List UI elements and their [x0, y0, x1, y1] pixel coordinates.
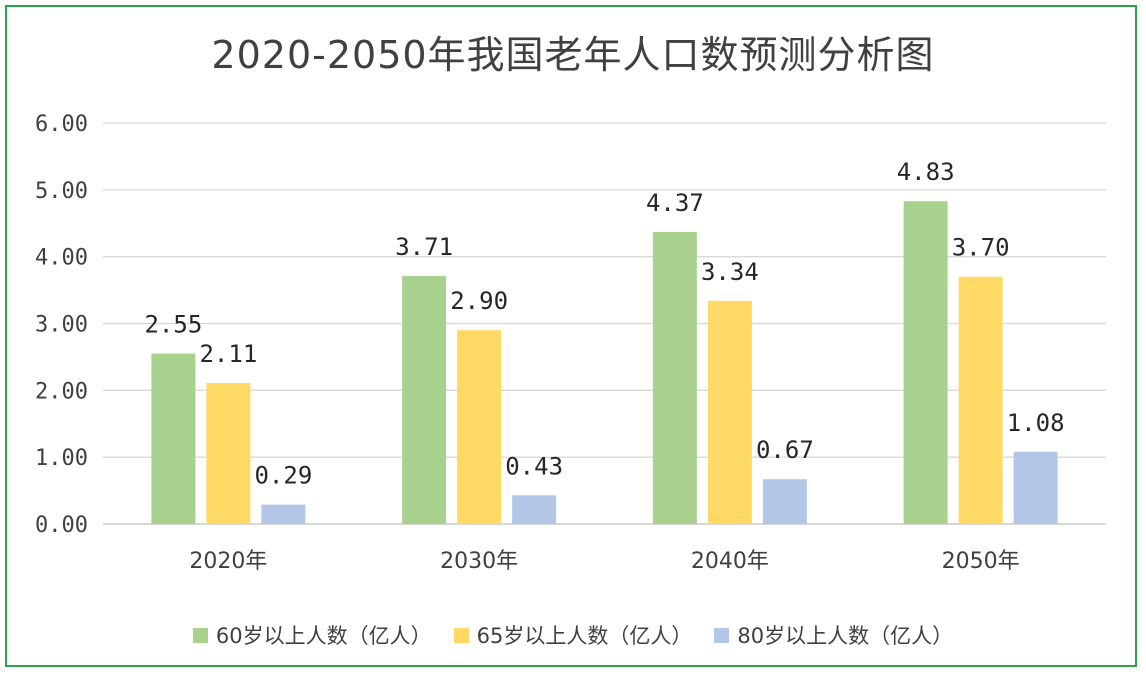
chart-title: 2020-2050年我国老年人口数预测分析图: [211, 33, 935, 77]
x-tick-label: 2040年: [691, 549, 769, 574]
bar-1: [652, 231, 697, 524]
y-tick-label: 5.00: [35, 179, 88, 204]
bar-3: [512, 495, 557, 524]
bar-2: [707, 300, 752, 524]
chart-frame: [5, 5, 1137, 667]
legend-swatch: [192, 627, 208, 643]
data-label: 2.11: [199, 340, 257, 368]
y-tick-label: 3.00: [35, 313, 88, 338]
data-label: 0.67: [756, 436, 814, 464]
data-label: 0.29: [254, 462, 312, 490]
data-label: 2.90: [450, 287, 508, 315]
bar-1: [402, 276, 447, 524]
data-label: 1.08: [1007, 409, 1065, 437]
bar-2: [958, 276, 1003, 524]
legend-swatch: [453, 627, 469, 643]
legend-swatch: [714, 627, 730, 643]
y-tick-label: 1.00: [35, 446, 88, 471]
data-label: 3.70: [952, 234, 1010, 262]
legend-item: 65岁以上人数（亿人）: [453, 620, 693, 650]
bar-3: [762, 479, 807, 524]
legend-label: 80岁以上人数（亿人）: [737, 624, 954, 648]
bar-1: [151, 353, 196, 524]
chart-legend: 60岁以上人数（亿人） 65岁以上人数（亿人） 80岁以上人数（亿人）: [0, 620, 1146, 650]
y-tick-label: 4.00: [35, 246, 88, 271]
data-label: 4.37: [646, 189, 704, 217]
legend-item: 60岁以上人数（亿人）: [192, 620, 432, 650]
x-tick-label: 2050年: [942, 549, 1020, 574]
legend-item: 80岁以上人数（亿人）: [714, 620, 953, 650]
data-label: 3.34: [701, 258, 759, 286]
data-label: 3.71: [395, 233, 453, 261]
data-label: 0.43: [505, 452, 563, 480]
bar-3: [261, 504, 306, 524]
legend-label: 65岁以上人数（亿人）: [476, 624, 693, 648]
y-tick-label: 6.00: [35, 112, 88, 137]
data-label: 4.83: [897, 158, 955, 186]
x-tick-label: 2020年: [189, 549, 267, 574]
y-tick-label: 2.00: [35, 379, 88, 404]
bar-2: [206, 382, 251, 524]
legend-label: 60岁以上人数（亿人）: [215, 624, 432, 648]
y-tick-label: 0.00: [35, 513, 88, 538]
x-tick-label: 2030年: [440, 549, 518, 574]
bar-1: [903, 201, 948, 524]
data-label: 2.55: [144, 311, 202, 339]
bar-3: [1013, 451, 1058, 524]
bar-2: [457, 330, 502, 524]
